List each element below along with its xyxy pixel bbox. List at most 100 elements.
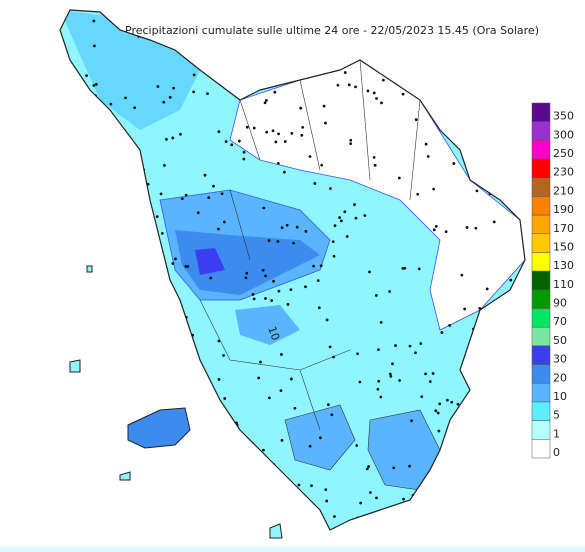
station-dot — [433, 79, 437, 82]
station-dot — [408, 344, 412, 348]
station-dot — [134, 526, 138, 529]
station-dot — [217, 378, 221, 381]
station-dot — [167, 387, 171, 391]
legend-swatch — [531, 233, 551, 253]
station-dot — [215, 63, 218, 67]
station-dot — [375, 496, 378, 500]
station-dot — [102, 225, 105, 228]
legend-label: 10 — [553, 390, 567, 403]
station-dot — [235, 505, 238, 509]
station-dot — [69, 445, 73, 449]
station-dot — [82, 472, 85, 476]
station-dot — [453, 531, 456, 534]
station-dot — [431, 372, 435, 375]
station-dot — [280, 439, 284, 442]
station-dot — [479, 147, 483, 151]
station-dot — [193, 533, 196, 536]
station-dot — [354, 216, 358, 220]
station-dot — [223, 397, 227, 400]
station-dot — [126, 414, 130, 418]
station-dot — [364, 12, 368, 16]
station-dot — [62, 171, 66, 175]
station-dot — [257, 43, 261, 47]
station-dot — [163, 276, 167, 279]
station-dot — [333, 515, 336, 518]
station-dot — [509, 467, 513, 471]
station-dot — [257, 481, 261, 485]
station-dot — [474, 226, 478, 230]
station-dot — [57, 197, 60, 200]
station-dot — [113, 425, 116, 428]
station-dot — [141, 404, 145, 408]
station-dot — [91, 494, 95, 498]
station-dot — [420, 395, 424, 399]
station-dot — [277, 289, 281, 293]
station-dot — [271, 495, 275, 499]
station-dot — [99, 175, 102, 179]
station-dot — [308, 444, 312, 448]
station-dot — [368, 491, 372, 494]
station-dot — [448, 324, 452, 327]
station-dot — [222, 354, 225, 357]
station-dot — [110, 452, 114, 456]
station-dot — [222, 220, 226, 224]
station-dot — [174, 257, 177, 261]
station-dot — [304, 503, 308, 507]
station-dot — [262, 448, 265, 452]
station-dot — [54, 245, 57, 248]
station-dot — [481, 63, 485, 67]
station-dot — [251, 293, 255, 296]
station-dot — [242, 157, 246, 161]
station-dot — [188, 418, 192, 422]
legend-swatch — [531, 364, 551, 384]
station-dot — [474, 506, 478, 510]
station-dot — [119, 403, 123, 407]
station-dot — [350, 53, 353, 57]
station-dot — [429, 80, 432, 84]
station-dot — [245, 125, 249, 129]
station-dot — [349, 138, 353, 142]
station-dot — [377, 379, 381, 383]
station-dot — [82, 397, 86, 401]
station-dot — [280, 353, 283, 356]
station-dot — [140, 353, 144, 357]
legend-swatch — [531, 345, 551, 365]
station-dot — [100, 417, 104, 421]
station-dot — [417, 267, 421, 271]
station-dot — [67, 304, 71, 308]
station-dot — [161, 504, 165, 508]
station-dot — [434, 224, 438, 228]
station-dot — [276, 503, 280, 507]
station-dot — [180, 197, 184, 201]
station-dot — [403, 266, 407, 270]
station-dot — [353, 203, 356, 206]
station-dot — [212, 184, 215, 188]
station-dot — [168, 95, 172, 99]
station-dot — [292, 241, 295, 245]
station-dot — [389, 374, 393, 378]
station-dot — [282, 170, 286, 174]
station-dot — [133, 106, 137, 110]
station-dot — [338, 216, 342, 219]
station-dot — [465, 226, 469, 229]
station-dot — [476, 361, 480, 365]
station-dot — [366, 89, 370, 93]
legend-swatch — [531, 177, 551, 197]
station-dot — [507, 179, 511, 182]
station-dot — [375, 58, 378, 62]
station-dot — [192, 73, 196, 77]
station-dot — [257, 376, 261, 380]
legend-swatch — [531, 121, 551, 141]
station-dot — [289, 288, 293, 291]
station-dot — [263, 53, 266, 57]
station-dot — [355, 444, 359, 447]
station-dot — [376, 387, 380, 391]
station-dot — [77, 193, 81, 197]
station-dot — [54, 264, 57, 267]
station-dot — [417, 52, 421, 56]
station-dot — [99, 342, 102, 346]
station-dot — [65, 189, 69, 193]
station-dot — [343, 210, 347, 214]
station-dot — [414, 351, 417, 355]
